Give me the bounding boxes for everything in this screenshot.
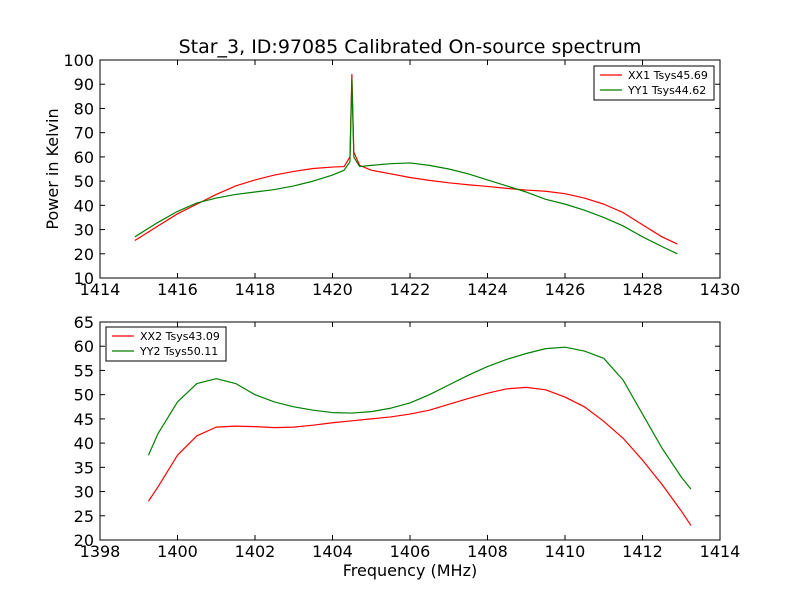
legend-box	[593, 65, 715, 101]
x-tick-label: 1416	[157, 280, 198, 299]
x-tick-label: 1398	[80, 542, 121, 561]
y-tick-label: 90	[74, 75, 94, 94]
x-tick-label: 1412	[622, 542, 663, 561]
y-tick-label: 45	[74, 410, 94, 429]
legend-label: YY2 Tsys50.11	[139, 345, 218, 358]
x-tick-label: 1424	[467, 280, 508, 299]
x-tick-label: 1426	[545, 280, 586, 299]
legend-box	[105, 326, 227, 362]
x-tick-label: 1430	[700, 280, 741, 299]
series-line-1-1	[134, 73, 678, 245]
y-tick-label: 10	[74, 269, 94, 288]
legend-label: XX2 Tsys43.09	[140, 330, 220, 343]
series-line-1-2	[134, 78, 678, 255]
y-tick-label: 30	[74, 483, 94, 502]
y-tick-label: 70	[74, 124, 94, 143]
x-tick-label: 1428	[622, 280, 663, 299]
y-tick-label: 35	[74, 458, 94, 477]
y-tick-label: 40	[74, 196, 94, 215]
chart-title: Star_3, ID:97085 Calibrated On-source sp…	[179, 36, 642, 58]
y-tick-label: 100	[63, 51, 94, 70]
legend: XX2 Tsys43.09 YY2 Tsys50.11	[105, 326, 227, 362]
y-tick-label: 60	[74, 337, 94, 356]
legend-label: YY1 Tsys44.62	[627, 84, 706, 97]
x-tick-label: 1402	[235, 542, 276, 561]
x-tick-label: 1418	[235, 280, 276, 299]
x-tick-label: 1414	[80, 280, 121, 299]
axes-layer: 1414 1416 1418 1420 1422 1424 1426 1428 1430 10 20…	[63, 51, 740, 561]
x-tick-label: 1410	[545, 542, 586, 561]
x-tick-label: 1406	[390, 542, 431, 561]
y-tick-label: 50	[74, 172, 94, 191]
y-tick-label: 20	[74, 531, 94, 550]
y-tick-label: 50	[74, 386, 94, 405]
y-tick-label: 60	[74, 148, 94, 167]
x-tick-label: 1414	[700, 542, 741, 561]
x-tick-label: 1422	[390, 280, 431, 299]
x-axis-label: Frequency (MHz)	[343, 561, 477, 580]
legend: XX1 Tsys45.69 YY1 Tsys44.62	[593, 65, 715, 101]
y-tick-label: 20	[74, 245, 94, 264]
y-tick-label: 40	[74, 434, 94, 453]
y-axis-label: Power in Kelvin	[43, 108, 62, 229]
y-tick-label: 30	[74, 221, 94, 240]
x-tick-label: 1404	[312, 542, 353, 561]
series-line-2-2	[147, 346, 692, 490]
x-tick-label: 1408	[467, 542, 508, 561]
y-tick-label: 80	[74, 99, 94, 118]
y-tick-label: 65	[74, 313, 94, 332]
x-tick-label: 1420	[312, 280, 353, 299]
axes-panel-1: 1414 1416 1418 1420 1422 1424 1426 1428 1430 10 20…	[63, 51, 740, 299]
series-line-2-1	[147, 386, 692, 526]
y-tick-label: 25	[74, 507, 94, 526]
axes-panel-2: 1398 1400 1402 1404 1406 1408 1410 1412 1414 20 25…	[74, 313, 741, 561]
x-tick-label: 1400	[157, 542, 198, 561]
y-tick-label: 55	[74, 361, 94, 380]
legend-label: XX1 Tsys45.69	[628, 69, 708, 82]
